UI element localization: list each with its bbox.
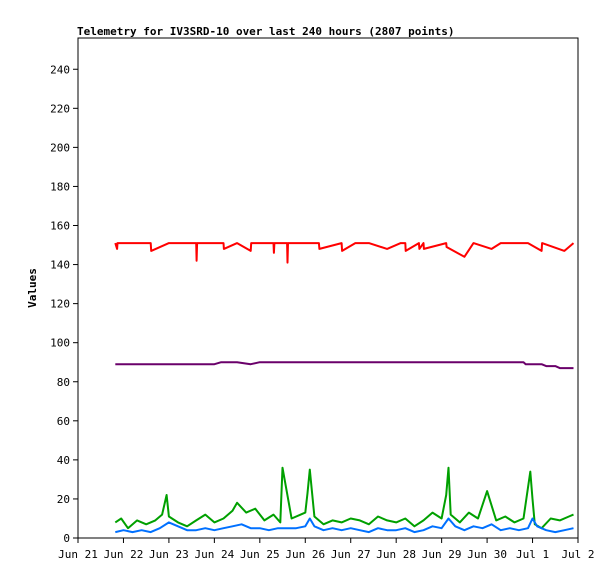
x-tick-label: Jun 24	[194, 548, 234, 561]
y-tick-label: 60	[57, 415, 70, 428]
y-axis-label: Values	[26, 268, 39, 308]
x-tick-label: Jun 26	[285, 548, 325, 561]
y-tick-label: 180	[50, 180, 70, 193]
series-line-1	[114, 242, 575, 264]
x-tick-label: Jun 30	[467, 548, 507, 561]
x-tick-label: Jun 28	[376, 548, 416, 561]
x-tick-label: Jun 22	[104, 548, 144, 561]
y-tick-label: 120	[50, 298, 70, 311]
y-tick-label: 200	[50, 141, 70, 154]
series-line-4	[115, 517, 574, 534]
x-axis: Jun 21 Jun 22 Jun 23 Jun 24 Jun 25 Jun 26 Jun …	[58, 538, 595, 561]
x-tick-label: Jul 1	[516, 548, 549, 561]
y-tick-label: 140	[50, 259, 70, 272]
y-axis: 0 20 40 60 80 100 120 140 160 180 200 220 240	[50, 63, 78, 545]
y-tick-label: 0	[63, 532, 70, 545]
y-tick-label: 220	[50, 102, 70, 115]
x-tick-label: Jun 23	[149, 548, 189, 561]
y-tick-label: 20	[57, 493, 70, 506]
x-tick-label: Jun 21	[58, 548, 98, 561]
series-line-3	[114, 466, 574, 530]
y-tick-label: 80	[57, 376, 70, 389]
chart-title: Telemetry for IV3SRD-10 over last 240 ho…	[77, 25, 455, 38]
x-tick-label: Jun 25	[240, 548, 280, 561]
x-tick-label: Jul 2	[561, 548, 594, 561]
y-tick-label: 40	[57, 454, 70, 467]
series-layer	[114, 242, 575, 539]
series-line-2	[115, 361, 574, 370]
y-tick-label: 100	[50, 337, 70, 350]
x-tick-label: Jun 27	[331, 548, 371, 561]
y-tick-label: 240	[50, 63, 70, 76]
plot-frame	[77, 37, 579, 539]
y-tick-label: 160	[50, 220, 70, 233]
x-tick-label: Jun 29	[422, 548, 462, 561]
